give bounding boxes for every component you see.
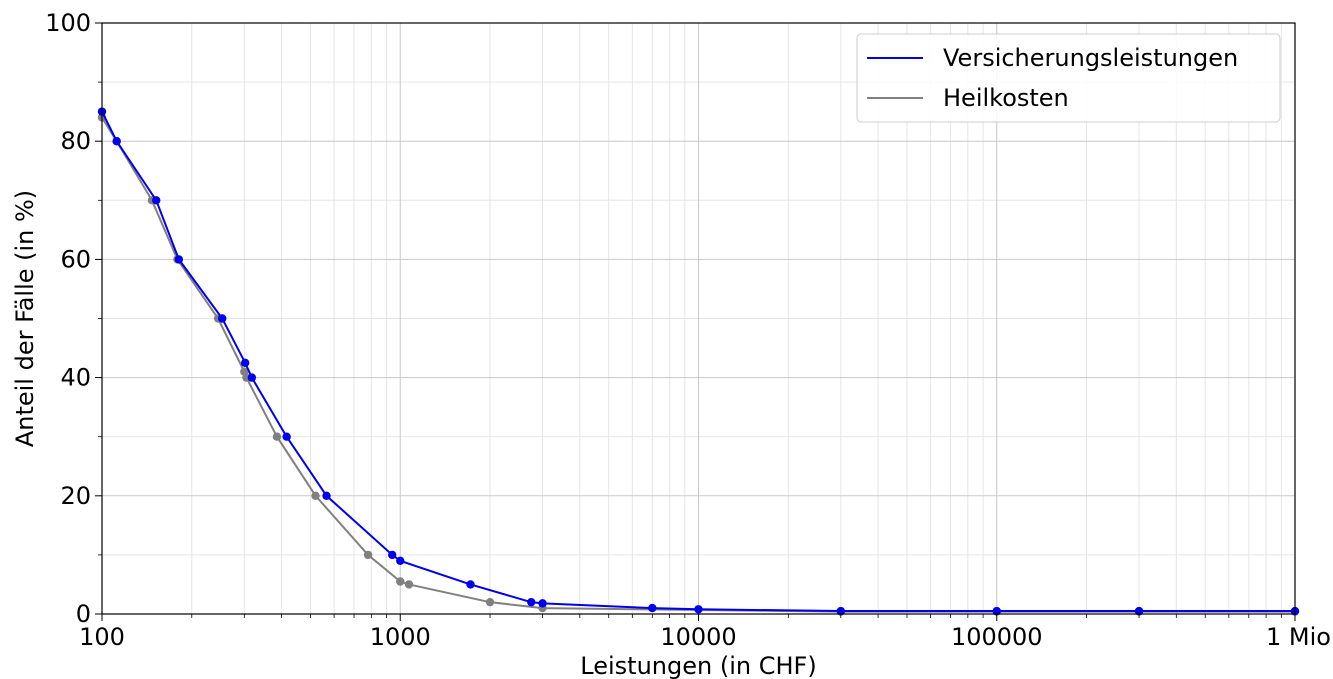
data-point-heilkosten [485,597,495,607]
x-tick-label: 1 Mio [1266,623,1331,651]
minor-grid [102,23,1295,614]
data-point-versicherungsleistungen [466,580,475,589]
data-point-versicherungsleistungen [218,314,227,323]
data-point-versicherungsleistungen [322,491,331,500]
y-tick-label: 80 [60,127,91,155]
legend-box [856,33,1281,123]
data-point-heilkosten [363,550,373,560]
data-point-versicherungsleistungen [836,606,846,616]
ticks-layer: 100 1000 10000 100000 1 Mio 0 20 40 60 80 100 [45,9,1331,651]
data-point-versicherungsleistungen [648,603,657,613]
x-tick-label: 10000 [660,623,736,651]
data-point-versicherungsleistungen [992,606,1001,616]
legend-label-heilkosten: Heilkosten [943,84,1069,112]
y-tick-label: 60 [60,245,91,273]
data-point-versicherungsleistungen [538,599,547,608]
data-point-versicherungsleistungen [112,137,121,146]
data-point-versicherungsleistungen [1134,606,1144,616]
data-point-versicherungsleistungen [247,373,257,382]
y-axis-title: Anteil der Fälle (in %) [11,190,39,447]
series-layer [97,107,1300,616]
x-tick-label: 100 [79,623,125,651]
data-point-versicherungsleistungen [396,556,405,566]
y-tick-label: 100 [45,9,91,37]
data-point-versicherungsleistungen [152,196,161,205]
data-point-versicherungsleistungen [694,605,703,614]
series-line-versicherungsleistungen [101,111,1295,613]
y-tick-label: 40 [60,364,91,392]
x-tick-label: 100000 [951,623,1043,651]
data-point-heilkosten [311,491,320,500]
data-point-heilkosten [404,580,414,589]
legend: Versicherungsleistungen Heilkosten [856,33,1281,123]
data-point-heilkosten [272,432,282,441]
data-point-heilkosten [396,577,405,586]
data-point-versicherungsleistungen [282,432,291,441]
data-point-versicherungsleistungen [174,255,184,264]
y-tick-label: 0 [76,600,91,628]
data-point-versicherungsleistungen [388,550,397,560]
x-axis-title: Leistungen (in CHF) [580,652,816,679]
data-point-versicherungsleistungen [527,597,536,607]
x-tick-label: 1000 [370,623,431,651]
legend-label-versicherungsleistungen: Versicherungsleistungen [943,44,1238,72]
data-point-versicherungsleistungen [240,358,250,368]
y-tick-label: 20 [60,482,91,510]
